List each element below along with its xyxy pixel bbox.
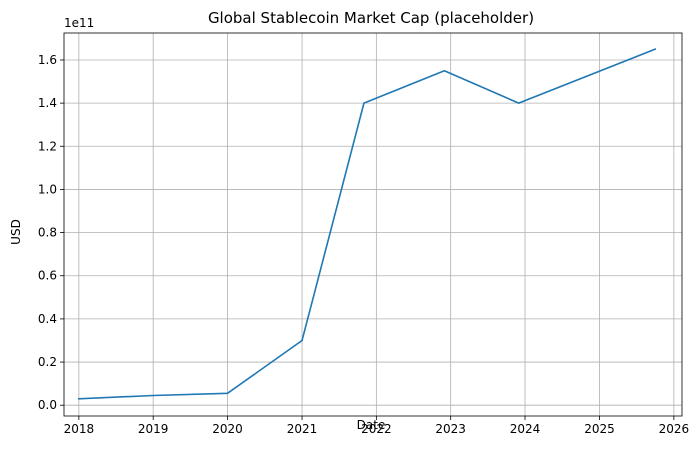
y-tick-label: 1.6 [38, 53, 57, 67]
series-line [78, 48, 657, 400]
y-tick-layer: 0.0 0.2 0.4 0.6 0.8 1.0 1.2 1.4 1.6 [38, 53, 64, 412]
data-point [226, 392, 229, 395]
x-tick-label: 2023 [435, 422, 466, 436]
data-point [78, 397, 80, 400]
y-tick-label: 0.8 [38, 226, 57, 240]
y-axis-offset-label: 1e11 [64, 16, 94, 30]
x-tick-label: 2025 [584, 422, 615, 436]
data-point [301, 339, 303, 342]
series-layer [78, 48, 657, 400]
y-tick-label: 1.2 [38, 139, 57, 153]
x-tick-label: 2022 [361, 422, 392, 436]
x-tick-label: 2018 [64, 422, 95, 436]
x-tick-label: 2024 [510, 422, 541, 436]
x-tick-label: 2026 [659, 422, 690, 436]
x-tick-label: 2019 [138, 422, 169, 436]
y-tick-label: 0.0 [38, 398, 57, 412]
x-tick-label: 2021 [287, 422, 318, 436]
data-point [363, 102, 365, 104]
grid-layer [64, 33, 682, 416]
y-tick-label: 1.4 [38, 96, 57, 110]
y-tick-label: 0.6 [38, 269, 57, 283]
x-tick-label: 2020 [212, 422, 243, 436]
y-tick-label: 0.2 [38, 355, 57, 369]
plot-frame [63, 32, 683, 417]
data-point [517, 102, 520, 104]
y-axis-label: USD [9, 219, 23, 245]
y-tick-label: 0.4 [38, 312, 57, 326]
axes-layer [63, 32, 683, 417]
x-tick-layer: 2018 2019 2020 2021 2022 2023 2024 2025 2026 [64, 416, 690, 436]
y-tick-label: 1.0 [38, 182, 57, 196]
data-point [152, 394, 154, 397]
x-axis-label: Date [357, 418, 386, 432]
data-point [654, 48, 656, 50]
chart-title: Global Stablecoin Market Cap (placeholde… [208, 9, 534, 27]
data-point [443, 69, 446, 72]
